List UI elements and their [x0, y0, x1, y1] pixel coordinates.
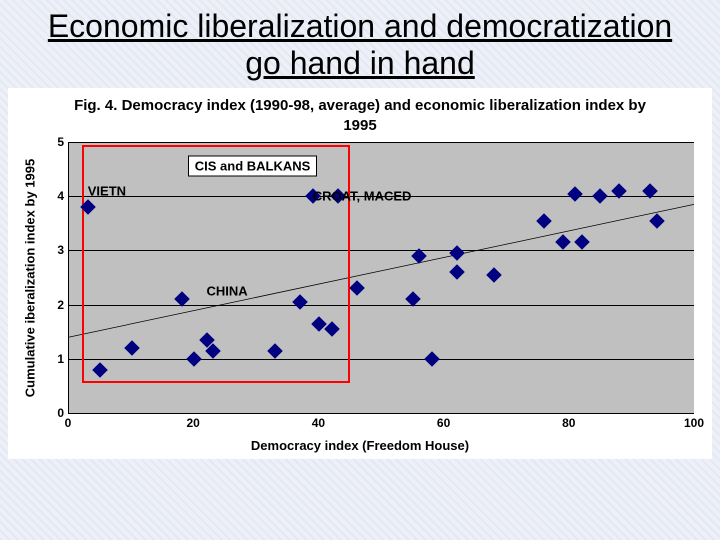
data-point: [574, 235, 590, 251]
y-axis-ticks: 012345: [44, 142, 68, 414]
x-tick-label: 80: [562, 416, 575, 430]
figure-container: Fig. 4. Democracy index (1990-98, averag…: [8, 88, 712, 460]
data-point: [449, 245, 465, 261]
x-tick-label: 100: [684, 416, 704, 430]
x-tick-label: 60: [437, 416, 450, 430]
x-tick-label: 0: [65, 416, 72, 430]
x-axis-ticks: 020406080100: [68, 414, 694, 432]
y-tick-label: 4: [57, 189, 64, 203]
annotation: CROAT, MACED: [313, 189, 412, 204]
y-tick-label: 1: [57, 352, 64, 366]
y-axis-label-col: Cumulative iberalization index by 1995: [16, 142, 44, 414]
annotation: CHINA: [207, 284, 248, 299]
figure-title: Fig. 4. Democracy index (1990-98, averag…: [16, 96, 704, 143]
y-axis-label: Cumulative iberalization index by 1995: [23, 159, 38, 397]
data-point: [536, 213, 552, 229]
y-tick-label: 5: [57, 135, 64, 149]
data-point: [449, 264, 465, 280]
y-tick-label: 0: [57, 406, 64, 420]
x-tick-label: 20: [187, 416, 200, 430]
slide-title: Economic liberalization and democratizat…: [0, 0, 720, 82]
data-point: [592, 189, 608, 205]
data-point: [555, 235, 571, 251]
legend-box: CIS and BALKANS: [188, 156, 318, 177]
annotation: VIETN: [88, 183, 126, 198]
data-point: [424, 351, 440, 367]
chart-row: Cumulative iberalization index by 1995 0…: [16, 142, 704, 414]
data-point: [486, 267, 502, 283]
data-point: [567, 186, 583, 202]
x-tick-label: 40: [312, 416, 325, 430]
y-tick-label: 2: [57, 298, 64, 312]
x-axis-label: Democracy index (Freedom House): [16, 438, 704, 453]
plot-area: VIETN CHINA CROAT, MACED CIS and BALKANS: [68, 142, 694, 414]
y-tick-label: 3: [57, 243, 64, 257]
data-point: [649, 213, 665, 229]
gridline: [69, 142, 694, 143]
data-point: [349, 281, 365, 297]
